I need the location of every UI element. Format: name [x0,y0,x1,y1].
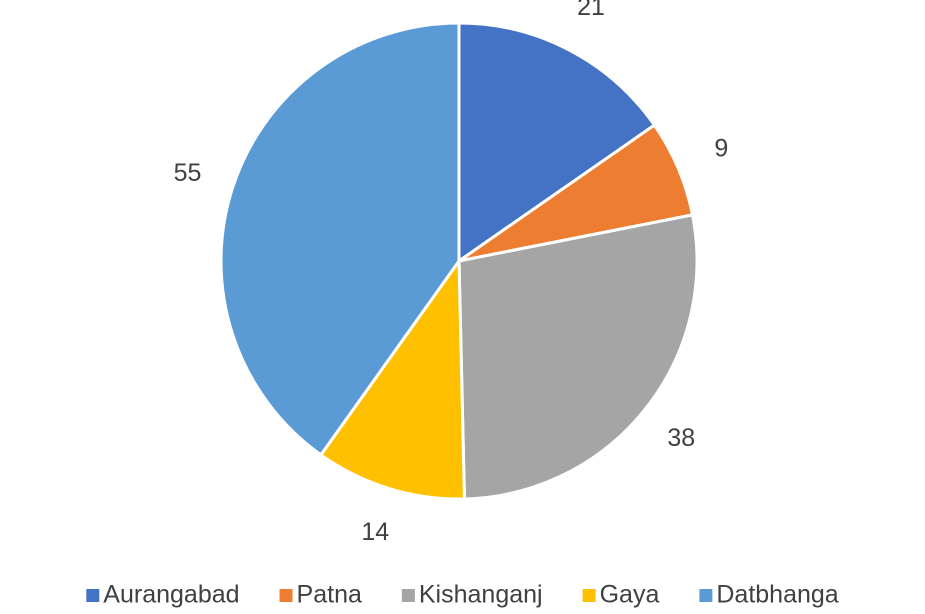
legend-label: Aurangabad [103,581,239,609]
legend-swatch [582,589,596,602]
legend-swatch [279,589,293,602]
legend-label: Datbhanga [716,581,838,609]
data-label: 21 [577,0,605,21]
pie-slice [219,21,461,457]
legend-swatch [699,589,713,602]
data-label: 9 [714,134,728,162]
data-label: 14 [361,518,389,546]
data-label: 38 [667,424,695,452]
data-label: 55 [174,159,202,187]
legend-label: Gaya [600,581,660,609]
legend-swatch [86,589,100,602]
legend-swatch [401,589,415,602]
legend-label: Kishanganj [419,581,543,609]
pie-slice [319,259,466,501]
pie-slice [457,213,699,501]
pie-slice [457,21,656,263]
legend-label: Patna [297,581,362,609]
legend: Aurangabad Patna Kishanganj Gaya Datbhanga [86,581,839,609]
